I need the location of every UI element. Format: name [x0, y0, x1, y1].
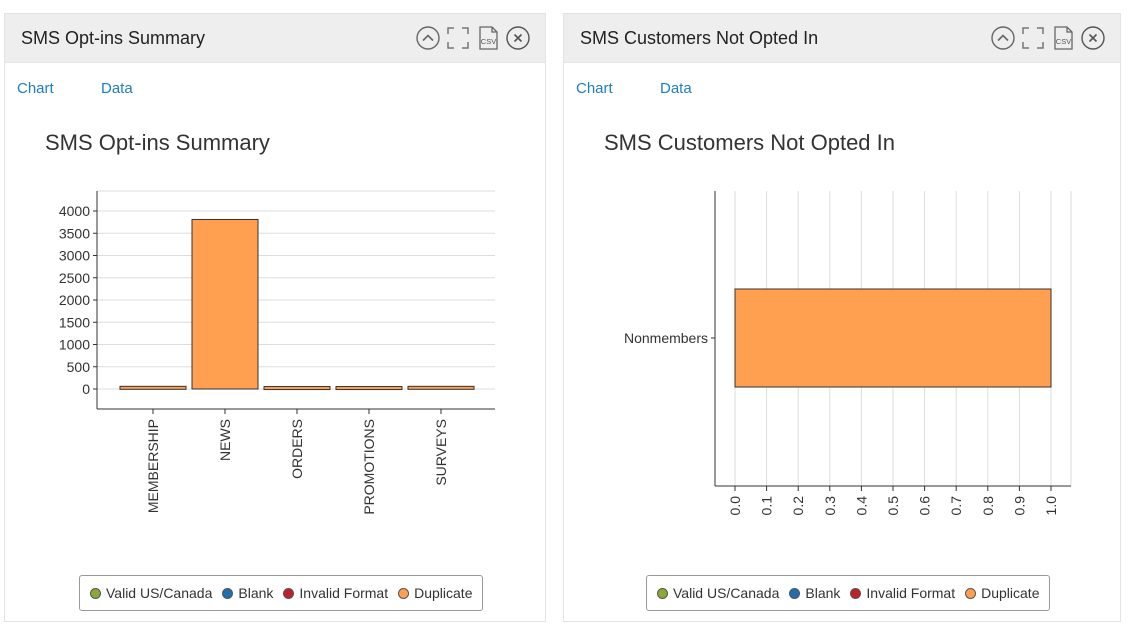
legend-swatch — [965, 587, 977, 599]
x-tick-label: 0.1 — [759, 496, 775, 516]
legend-label: Duplicate — [414, 585, 473, 601]
chart-title: SMS Customers Not Opted In — [604, 130, 895, 155]
x-tick-label: 0.5 — [885, 496, 901, 516]
collapse-icon[interactable] — [990, 25, 1016, 51]
y-tick-label: 1000 — [59, 337, 90, 353]
y-tick-label: 2000 — [59, 292, 90, 308]
svg-text:CSV: CSV — [1056, 37, 1071, 46]
expand-icon[interactable] — [445, 25, 471, 51]
x-tick-label: 0.2 — [790, 496, 806, 516]
y-tick-label: 500 — [67, 359, 91, 375]
bar-promotions — [335, 386, 403, 391]
x-tick-label: 0.9 — [1011, 496, 1027, 516]
legend-swatch — [850, 587, 862, 599]
x-tick-label: 0.4 — [853, 496, 869, 516]
legend-item[interactable]: Valid US/Canada — [657, 585, 779, 601]
legend-label: Blank — [238, 585, 274, 601]
y-tick-label: 2500 — [59, 270, 90, 286]
legend-label: Invalid Format — [866, 585, 956, 601]
sms-optins-summary-panel: SMS Opt-ins Summary CSV Chart Data SMS O… — [4, 13, 546, 622]
panel-tools: CSV — [415, 25, 531, 51]
legend-item[interactable]: Invalid Format — [850, 585, 955, 601]
panel-tools: CSV — [990, 25, 1106, 51]
tab-data[interactable]: Data — [660, 80, 692, 97]
legend-item[interactable]: Duplicate — [965, 585, 1039, 601]
expand-icon[interactable] — [1020, 25, 1046, 51]
x-tick-label: ORDERS — [289, 419, 305, 479]
legend-swatch — [90, 587, 101, 599]
csv-download-icon[interactable]: CSV — [1050, 25, 1076, 51]
x-tick-label: 0.0 — [727, 496, 743, 516]
y-tick-label: 3000 — [59, 248, 90, 264]
x-tick-label: NEWS — [217, 419, 233, 461]
x-tick-label: 0.3 — [822, 496, 838, 516]
bar-nonmembers — [734, 288, 1052, 388]
csv-download-icon[interactable]: CSV — [475, 25, 501, 51]
x-tick-label: 0.7 — [948, 496, 964, 516]
y-tick-label: Nonmembers — [624, 330, 708, 346]
legend-label: Blank — [805, 585, 841, 601]
x-tick-label: 1.0 — [1043, 496, 1059, 516]
x-tick-label: SURVEYS — [433, 419, 449, 486]
bar-news — [191, 218, 259, 390]
horizontal-bar-chart: 0.0 0.1 0.2 0.3 0.4 0.5 0.6 0.7 0.8 0.9 1.0 Nonmemb… — [624, 191, 1072, 516]
y-tick-label: 4000 — [59, 203, 90, 219]
bar-orders — [263, 386, 331, 391]
close-icon[interactable] — [505, 25, 531, 51]
bar-surveys — [407, 385, 475, 390]
legend-label: Valid US/Canada — [673, 585, 780, 601]
bar-chart: 0 500 1000 1500 2000 2500 3000 3500 4000 MEMBERSH… — [59, 190, 495, 515]
svg-text:CSV: CSV — [481, 37, 496, 46]
legend-swatch — [283, 587, 295, 599]
panel-title: SMS Opt-ins Summary — [21, 28, 206, 48]
tab-data[interactable]: Data — [101, 80, 133, 97]
legend-item[interactable]: Valid US/Canada — [90, 585, 212, 601]
panel-header: SMS Opt-ins Summary CSV — [5, 14, 545, 63]
panel-header: SMS Customers Not Opted In CSV — [564, 14, 1120, 63]
legend-swatch — [789, 587, 801, 599]
y-tick-label: 1500 — [59, 314, 90, 330]
collapse-icon[interactable] — [415, 25, 441, 51]
legend-item[interactable]: Blank — [222, 585, 273, 601]
x-tick-label: 0.6 — [917, 496, 933, 516]
panel-title: SMS Customers Not Opted In — [580, 28, 819, 48]
tab-chart[interactable]: Chart — [576, 80, 613, 97]
tab-chart[interactable]: Chart — [17, 80, 54, 97]
legend-label: Duplicate — [981, 585, 1040, 601]
legend-item[interactable]: Invalid Format — [283, 585, 388, 601]
legend-label: Valid US/Canada — [106, 585, 213, 601]
close-icon[interactable] — [1080, 25, 1106, 51]
legend-item[interactable]: Blank — [789, 585, 840, 601]
legend-swatch — [222, 587, 234, 599]
legend-swatch — [398, 587, 410, 599]
legend-item[interactable]: Duplicate — [398, 585, 472, 601]
legend-swatch — [657, 587, 668, 599]
chart-legend: Valid US/Canada Blank Invalid Format Duplic… — [79, 575, 484, 611]
legend-label: Invalid Format — [299, 585, 389, 601]
x-tick-label: PROMOTIONS — [361, 419, 377, 515]
chart-title: SMS Opt-ins Summary — [45, 130, 270, 155]
y-tick-label: 3500 — [59, 225, 90, 241]
sms-customers-not-opted-in-panel: SMS Customers Not Opted In CSV Chart Dat… — [563, 13, 1121, 622]
x-tick-label: MEMBERSHIP — [145, 419, 161, 513]
x-tick-label: 0.8 — [980, 496, 996, 516]
y-tick-label: 0 — [82, 381, 90, 397]
bar-membership — [119, 385, 187, 390]
chart-legend: Valid US/Canada Blank Invalid Format Duplic… — [646, 575, 1051, 611]
